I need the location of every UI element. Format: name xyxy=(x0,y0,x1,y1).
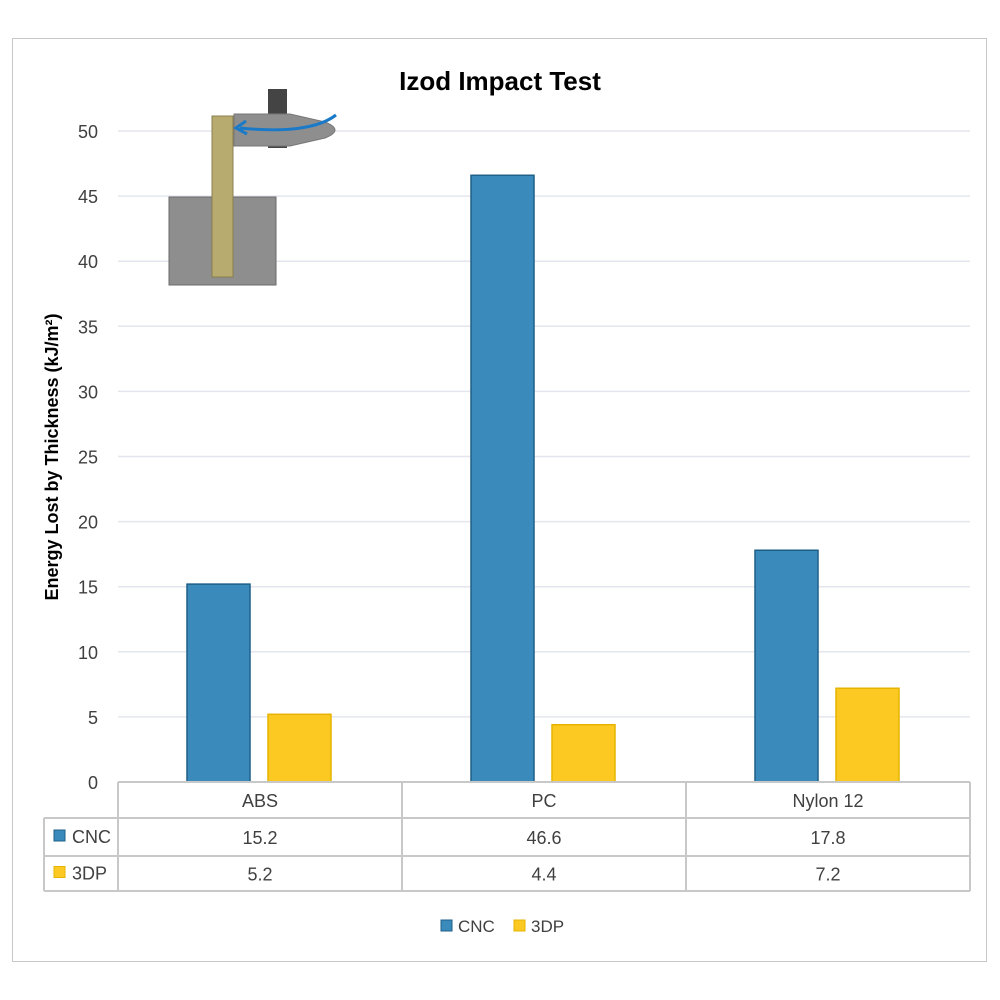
x-category-label: PC xyxy=(531,791,556,811)
table-series-label: CNC xyxy=(72,827,111,847)
y-tick-label: 0 xyxy=(88,773,98,793)
y-tick-label: 25 xyxy=(78,448,98,468)
x-category-label: ABS xyxy=(242,791,278,811)
y-tick-label: 50 xyxy=(78,122,98,142)
y-axis-label: Energy Lost by Thickness (kJ/m²) xyxy=(42,313,62,600)
chart-frame xyxy=(12,38,987,962)
bar-cnc-nylon-12 xyxy=(754,549,819,783)
bar-3dp-abs xyxy=(267,713,332,783)
table-value: 46.6 xyxy=(526,828,561,848)
table-legend-key xyxy=(53,829,66,842)
table-value: 15.2 xyxy=(242,828,277,848)
legend-key-3dp xyxy=(513,919,526,932)
izod-test-illustration xyxy=(168,89,337,286)
bar-3dp-pc xyxy=(551,723,616,783)
y-tick-label: 10 xyxy=(78,643,98,663)
bar-cnc-abs xyxy=(186,583,251,783)
table-value: 4.4 xyxy=(531,865,556,885)
y-tick-label: 5 xyxy=(88,708,98,728)
y-tick-label: 15 xyxy=(78,578,98,598)
table-value: 17.8 xyxy=(810,828,845,848)
legend-label-cnc: CNC xyxy=(458,917,495,936)
table-legend-key xyxy=(53,866,66,878)
x-category-label: Nylon 12 xyxy=(792,791,863,811)
y-tick-label: 45 xyxy=(78,187,98,207)
bar-cnc-pc xyxy=(470,174,535,783)
y-tick-label: 30 xyxy=(78,382,98,402)
chart-title: Izod Impact Test xyxy=(399,66,601,96)
legend-label-3dp: 3DP xyxy=(531,917,564,936)
y-tick-label: 35 xyxy=(78,317,98,337)
table-value: 7.2 xyxy=(815,865,840,885)
table-value: 5.2 xyxy=(247,865,272,885)
bar-3dp-nylon-12 xyxy=(835,687,900,783)
legend-key-cnc xyxy=(440,919,453,932)
y-tick-label: 40 xyxy=(78,252,98,272)
table-series-label: 3DP xyxy=(72,864,107,884)
y-tick-label: 20 xyxy=(78,513,98,533)
